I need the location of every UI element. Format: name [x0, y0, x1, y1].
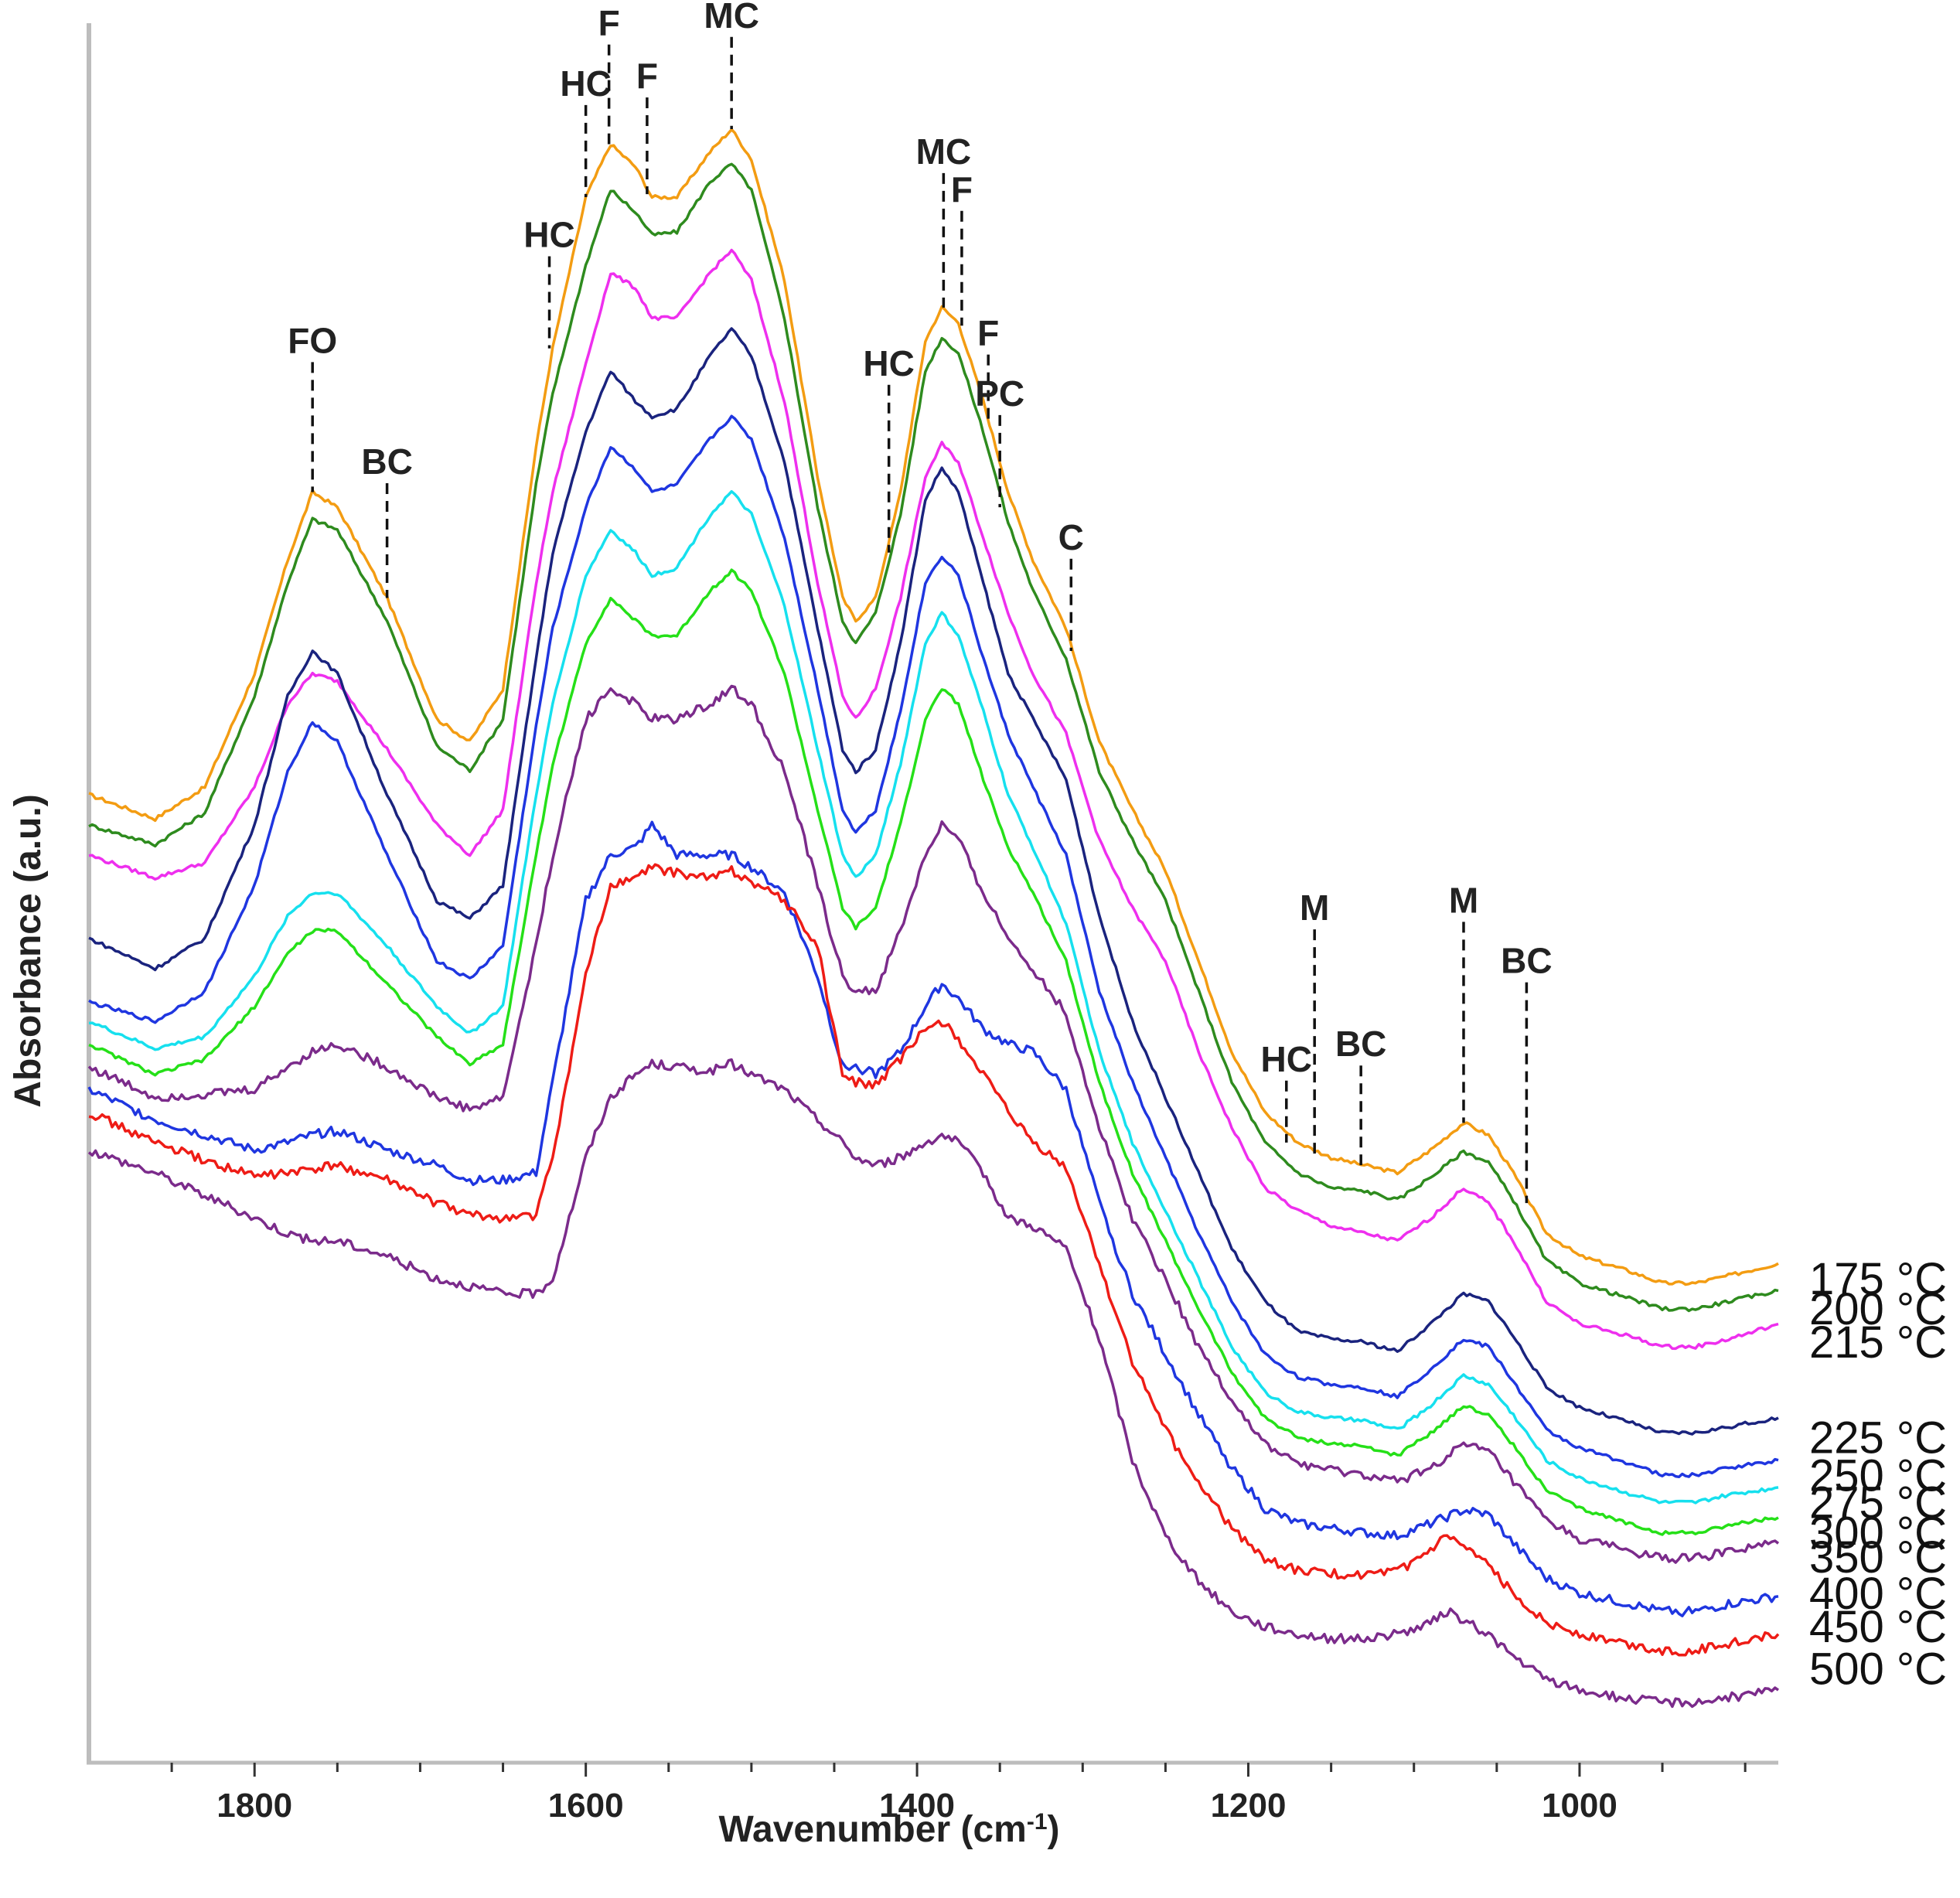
x-axis-title-superscript: -1	[1027, 1809, 1048, 1835]
series-line-3	[88, 327, 1779, 1436]
series-label-7: 350 °C	[1809, 1532, 1947, 1583]
series-line-9	[88, 863, 1780, 1657]
series-line-7	[87, 684, 1780, 1564]
series-label-9: 450 °C	[1809, 1602, 1947, 1652]
annotation-label-13: HC	[1261, 1039, 1312, 1079]
annotation-label-8: MC	[916, 131, 972, 172]
y-axis-title: Absorbance (a.u.)	[8, 794, 49, 1107]
annotation-label-0: FO	[288, 320, 337, 360]
annotation-label-16: M	[1449, 880, 1478, 920]
x-tick-label-0: 1800	[216, 1787, 292, 1825]
series-label-6: 300 °C	[1809, 1508, 1947, 1559]
x-axis-title-suffix: )	[1048, 1809, 1060, 1850]
series-line-1	[88, 162, 1779, 1313]
series-label-10: 500 °C	[1809, 1644, 1947, 1695]
series-label-8: 400 °C	[1809, 1569, 1947, 1619]
annotation-label-4: F	[598, 3, 620, 43]
x-tick-label-4: 1000	[1542, 1787, 1617, 1825]
series-label-5: 275 °C	[1809, 1477, 1947, 1528]
annotation-label-3: HC	[560, 63, 611, 104]
series-line-5	[88, 489, 1779, 1504]
series-line-10	[87, 1058, 1780, 1709]
series-line-0	[88, 128, 1779, 1286]
x-major-ticks	[253, 1763, 1581, 1777]
annotation-label-2: HC	[523, 214, 574, 254]
annotation-label-12: C	[1058, 517, 1084, 557]
x-tick-label-1: 1600	[548, 1787, 624, 1825]
series-line-4	[88, 414, 1779, 1479]
series-label-0: 175 °C	[1809, 1254, 1947, 1304]
series-label-4: 250 °C	[1809, 1450, 1947, 1501]
series-label-1: 200 °C	[1809, 1284, 1947, 1334]
x-tick-label-2: 1400	[879, 1787, 955, 1825]
series-line-6	[88, 568, 1779, 1536]
series-line-8	[87, 820, 1779, 1617]
series-label-2: 215 °C	[1809, 1317, 1947, 1368]
annotation-label-14: M	[1300, 888, 1329, 928]
annotation-label-1: BC	[361, 441, 412, 482]
series-label-3: 225 °C	[1809, 1412, 1947, 1463]
annotation-label-5: F	[636, 56, 658, 96]
spectra-series	[87, 128, 1780, 1709]
series-line-2	[88, 248, 1779, 1351]
annotation-label-11: PC	[975, 373, 1024, 414]
annotation-label-15: BC	[1335, 1024, 1386, 1064]
x-axis-title-main: Wavenumber (cm	[719, 1809, 1027, 1850]
annotation-label-6: MC	[704, 0, 759, 36]
annotation-label-7: HC	[863, 343, 914, 383]
x-tick-labels: 1800 1600 1400 1200 1000	[216, 1787, 1617, 1825]
annotation-label-17: BC	[1501, 941, 1552, 981]
annotation-label-9: F	[951, 169, 973, 210]
x-axis-title: Wavenumber (cm-1)	[719, 1809, 1060, 1851]
x-tick-label-3: 1200	[1211, 1787, 1287, 1825]
x-minor-ticks	[170, 1763, 1747, 1772]
annotation-label-10: F	[977, 313, 999, 353]
